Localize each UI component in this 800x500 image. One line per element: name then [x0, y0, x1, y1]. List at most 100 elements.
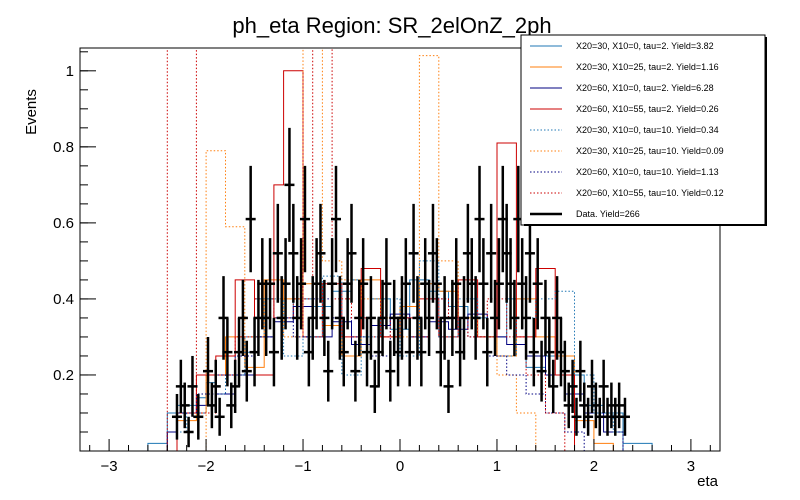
- y-tick: 0.6: [53, 215, 96, 232]
- data-point: [365, 276, 376, 360]
- data-point: [280, 238, 291, 330]
- legend-label: X20=60, X10=0, tau=2. Yield=6.28: [576, 83, 714, 93]
- legend-label: Data. Yield=266: [576, 209, 640, 219]
- x-tick: 2: [590, 439, 598, 475]
- data-point: [521, 276, 532, 360]
- x-tick-label: −2: [198, 458, 215, 475]
- legend-label: X20=60, X10=0, tau=10. Yield=1.13: [576, 167, 719, 177]
- x-tick: 1: [493, 439, 501, 475]
- data-point: [203, 336, 213, 406]
- legend-entry: X20=60, X10=55, tau=10. Yield=0.12: [530, 188, 724, 198]
- data-point: [350, 340, 361, 402]
- data-point: [299, 165, 310, 273]
- data-point: [315, 203, 326, 303]
- data-point: [272, 203, 283, 303]
- x-tick: −2: [198, 439, 215, 475]
- data-point: [171, 393, 182, 440]
- x-tick-label: −3: [101, 458, 118, 475]
- legend-entry: Data. Yield=266: [530, 209, 640, 219]
- data-point: [443, 359, 454, 413]
- data-point: [493, 238, 504, 330]
- x-tick-label: 0: [396, 458, 404, 475]
- data-point: [265, 238, 276, 330]
- data-point: [296, 238, 307, 330]
- data-point: [532, 238, 543, 330]
- legend-entry: X20=60, X10=55, tau=2. Yield=0.26: [530, 104, 719, 114]
- data-point: [486, 203, 497, 303]
- y-tick: 0.2: [53, 367, 96, 384]
- data-point: [451, 238, 462, 330]
- y-tick: 0.4: [53, 291, 96, 308]
- x-tick: −1: [294, 439, 312, 475]
- chart-title: ph_eta Region: SR_2elOnZ_2ph: [232, 13, 551, 38]
- data-point: [424, 279, 435, 356]
- data-point: [210, 359, 221, 413]
- data-point: [183, 416, 194, 448]
- legend-entry: X20=30, X10=25, tau=2. Yield=1.16: [530, 62, 719, 72]
- data-point: [544, 317, 555, 387]
- x-tick: 0: [396, 439, 404, 475]
- data-point: [431, 238, 442, 330]
- y-tick-label: 0.8: [53, 139, 74, 156]
- x-tick-label: 3: [687, 458, 695, 475]
- y-tick-label: 0.4: [53, 291, 74, 308]
- data-point: [222, 317, 233, 387]
- axis-ticks: −3 −2 −1 0 1 2 3 0.2 0.4 0.6 0.8 1: [53, 51, 711, 475]
- legend-entry: X20=60, X10=0, tau=10. Yield=1.13: [530, 167, 719, 177]
- data-point: [400, 238, 411, 330]
- legend-label: X20=30, X10=25, tau=2. Yield=1.16: [576, 62, 719, 72]
- data-point: [323, 340, 334, 402]
- data-point: [567, 359, 578, 413]
- data-point: [536, 340, 547, 402]
- x-tick: −3: [101, 439, 118, 475]
- legend-label: X20=60, X10=55, tau=10. Yield=0.12: [576, 188, 724, 198]
- data-point: [408, 203, 419, 303]
- data-point: [571, 397, 582, 436]
- data-point: [331, 165, 341, 273]
- data-point: [319, 279, 330, 356]
- data-point: [416, 317, 427, 387]
- y-tick: 0.8: [53, 139, 96, 156]
- legend-label: X20=30, X10=0, tau=10. Yield=0.34: [576, 125, 719, 135]
- data-points-layer: [171, 127, 630, 448]
- x-axis-label: eta: [697, 473, 719, 490]
- y-tick-label: 0.2: [53, 367, 74, 384]
- legend: X20=30, X10=0, tau=2. Yield=3.82 X20=30, …: [520, 34, 767, 226]
- data-point: [288, 203, 299, 303]
- data-point: [470, 276, 481, 360]
- x-tick: 3: [687, 439, 695, 475]
- data-point: [214, 397, 225, 436]
- data-point: [598, 359, 609, 413]
- legend-label: X20=60, X10=55, tau=2. Yield=0.26: [576, 104, 719, 114]
- data-point: [268, 317, 279, 387]
- y-tick-label: 1: [66, 63, 74, 80]
- legend-label: X20=30, X10=0, tau=2. Yield=3.82: [576, 41, 714, 51]
- data-point: [338, 317, 349, 387]
- data-point: [509, 279, 520, 356]
- x-tick-label: −1: [294, 458, 311, 475]
- data-point: [614, 382, 625, 429]
- data-point: [193, 393, 204, 440]
- x-tick-label: 2: [590, 458, 598, 475]
- legend-entry: X20=60, X10=0, tau=2. Yield=6.28: [530, 83, 714, 93]
- data-point: [478, 238, 489, 330]
- legend-label: X20=30, X10=25, tau=10. Yield=0.09: [576, 146, 724, 156]
- legend-entry: X20=30, X10=0, tau=2. Yield=3.82: [530, 41, 714, 51]
- data-point: [237, 279, 248, 356]
- data-point: [459, 276, 469, 360]
- data-point: [482, 317, 493, 387]
- data-point: [358, 238, 369, 330]
- series-line-6: [80, 47, 672, 452]
- data-point: [583, 397, 594, 436]
- data-point: [245, 165, 256, 273]
- data-point: [187, 355, 198, 417]
- data-point: [179, 382, 190, 429]
- y-tick-label: 0.6: [53, 215, 74, 232]
- data-point: [575, 340, 586, 402]
- data-point: [346, 203, 357, 303]
- data-point: [284, 127, 295, 242]
- data-point: [474, 165, 485, 273]
- data-point: [619, 397, 630, 436]
- legend-entry: X20=30, X10=0, tau=10. Yield=0.34: [530, 125, 719, 135]
